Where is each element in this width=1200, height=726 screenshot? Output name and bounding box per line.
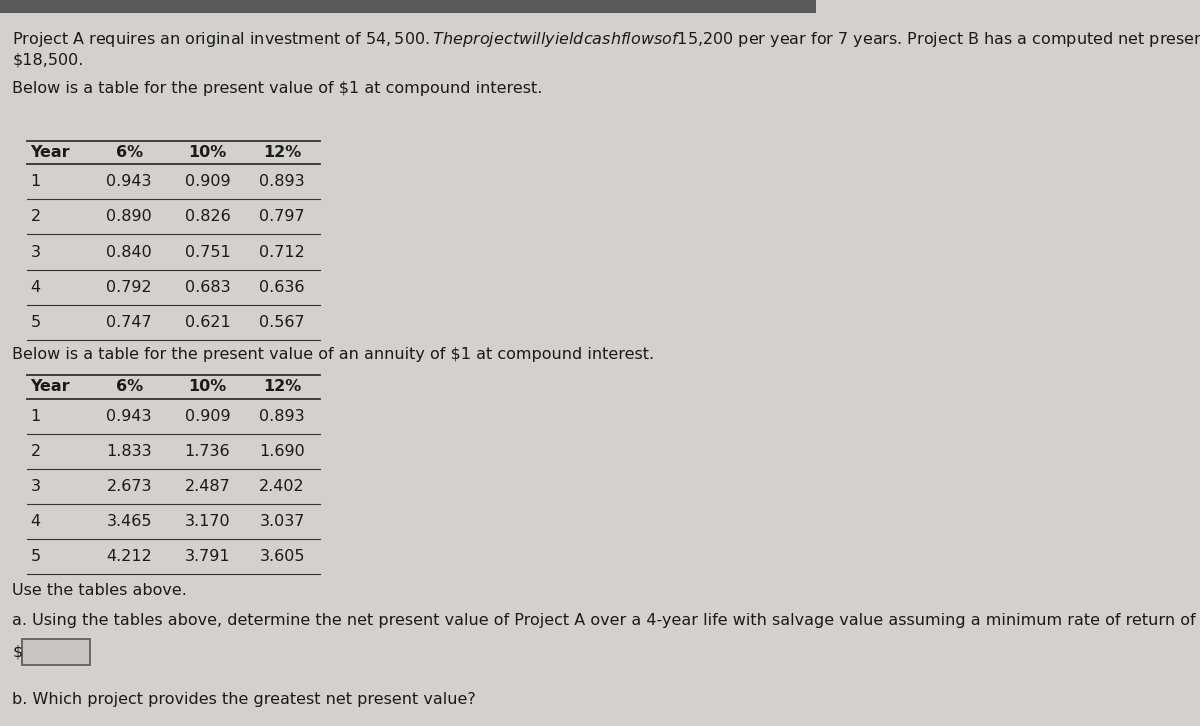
Text: 12%: 12% (263, 145, 301, 160)
Text: 0.826: 0.826 (185, 209, 230, 224)
Text: 3.037: 3.037 (259, 514, 305, 529)
Text: Year: Year (30, 379, 71, 394)
Text: 0.890: 0.890 (107, 209, 152, 224)
Text: a. Using the tables above, determine the net present value of Project A over a 4: a. Using the tables above, determine the… (12, 613, 1200, 628)
Text: b. Which project provides the greatest net present value?: b. Which project provides the greatest n… (12, 693, 476, 707)
Bar (22, 639, 90, 664)
Text: 2: 2 (30, 209, 41, 224)
Text: 0.797: 0.797 (259, 209, 305, 224)
Text: 1.736: 1.736 (185, 444, 230, 459)
Text: Use the tables above.: Use the tables above. (12, 584, 187, 598)
Text: 10%: 10% (188, 379, 227, 394)
Text: 0.636: 0.636 (259, 280, 305, 295)
Bar (12, 718, 108, 726)
Text: 0.621: 0.621 (185, 314, 230, 330)
Text: 3.605: 3.605 (259, 549, 305, 564)
Text: 5: 5 (30, 314, 41, 330)
Text: 2.673: 2.673 (107, 479, 152, 494)
Text: $: $ (12, 644, 23, 659)
Text: 2.487: 2.487 (185, 479, 230, 494)
Text: Below is a table for the present value of an annuity of $1 at compound interest.: Below is a table for the present value o… (12, 347, 654, 362)
Text: 1.833: 1.833 (107, 444, 152, 459)
Text: 0.712: 0.712 (259, 245, 305, 259)
Text: 6%: 6% (115, 379, 143, 394)
Text: Project A requires an original investment of $54,500. The project will yield cas: Project A requires an original investmen… (12, 30, 1200, 49)
Text: 3.170: 3.170 (185, 514, 230, 529)
Text: 3.791: 3.791 (185, 549, 230, 564)
Text: 0.943: 0.943 (107, 409, 152, 424)
Text: 0.893: 0.893 (259, 409, 305, 424)
Text: 6%: 6% (115, 145, 143, 160)
Text: 1: 1 (30, 174, 41, 189)
Text: 0.909: 0.909 (185, 174, 230, 189)
Text: 3: 3 (30, 479, 41, 494)
Text: 0.747: 0.747 (107, 314, 152, 330)
Text: 3: 3 (30, 245, 41, 259)
Text: 2: 2 (30, 444, 41, 459)
Text: 0.909: 0.909 (185, 409, 230, 424)
Text: $18,500.: $18,500. (12, 52, 84, 68)
Text: 0.943: 0.943 (107, 174, 152, 189)
Text: 2.402: 2.402 (259, 479, 305, 494)
Text: 1: 1 (30, 409, 41, 424)
Text: 4: 4 (30, 280, 41, 295)
Text: 4: 4 (30, 514, 41, 529)
Text: 5: 5 (30, 549, 41, 564)
Text: 0.893: 0.893 (259, 174, 305, 189)
Text: Below is a table for the present value of $1 at compound interest.: Below is a table for the present value o… (12, 81, 542, 97)
Text: 0.751: 0.751 (185, 245, 230, 259)
Text: Year: Year (30, 145, 71, 160)
Text: 0.792: 0.792 (107, 280, 152, 295)
Text: 3.465: 3.465 (107, 514, 152, 529)
Text: 0.683: 0.683 (185, 280, 230, 295)
Text: 0.567: 0.567 (259, 314, 305, 330)
Text: 4.212: 4.212 (107, 549, 152, 564)
Text: 10%: 10% (188, 145, 227, 160)
Text: 0.840: 0.840 (107, 245, 152, 259)
Text: 12%: 12% (263, 379, 301, 394)
Bar (0, 0, 816, 13)
Text: 1.690: 1.690 (259, 444, 305, 459)
